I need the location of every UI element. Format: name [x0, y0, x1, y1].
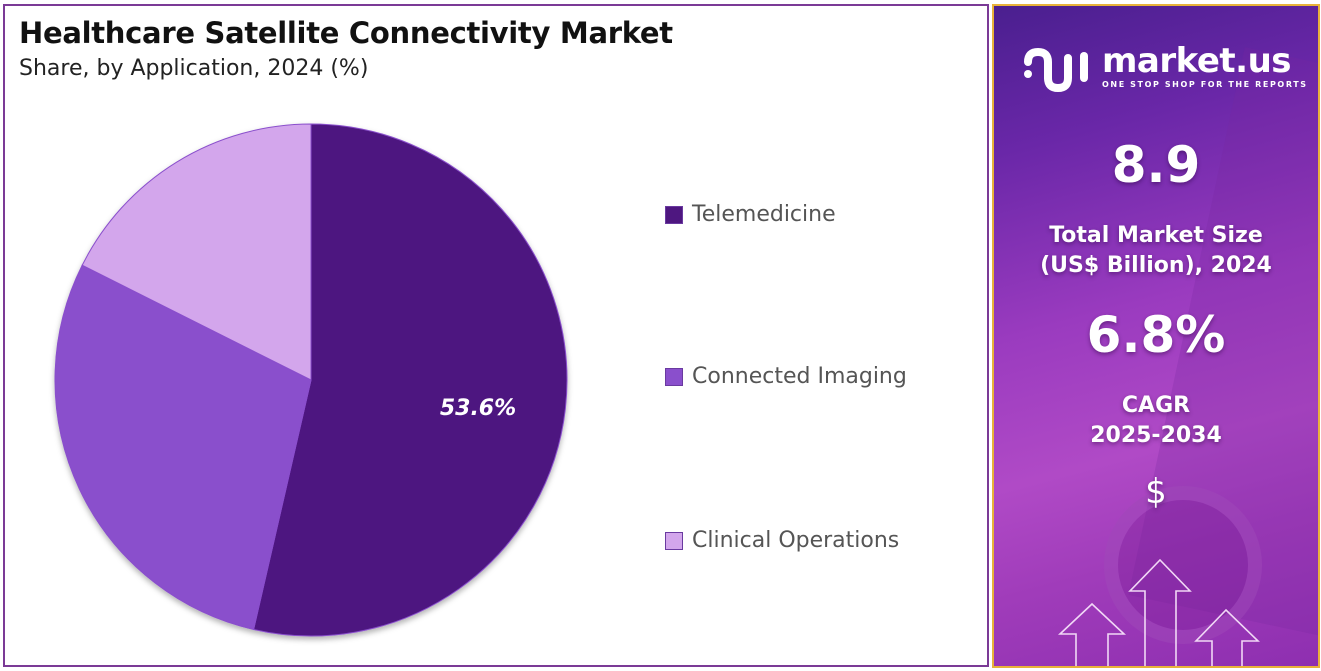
legend-swatch-icon — [665, 531, 683, 550]
market-size-value: 8.9 — [1111, 136, 1201, 194]
growth-arrows-icon — [1057, 558, 1260, 666]
legend-item-connected-imaging: Connected Imaging — [665, 364, 907, 389]
legend-item-telemedicine: Telemedicine — [665, 202, 836, 227]
summary-sidebar: market.us ONE STOP SHOP FOR THE REPORTS … — [992, 4, 1320, 668]
pie-slice-telemedicine — [252, 123, 568, 637]
chart-panel: Healthcare Satellite Connectivity Market… — [3, 4, 989, 667]
slice-value-label: 53.6% — [440, 396, 516, 421]
cagr-label-line1: CAGR — [1121, 393, 1191, 418]
legend-item-clinical-operations: Clinical Operations — [665, 528, 899, 553]
chart-subtitle: Share, by Application, 2024 (%) — [19, 56, 369, 81]
legend-label: Telemedicine — [692, 202, 836, 227]
pie-slice-clinical-operations — [81, 123, 312, 381]
legend-swatch-icon — [665, 367, 683, 386]
brand-name: market.us — [1102, 41, 1292, 81]
pie-chart: 53.6% — [5, 6, 645, 671]
brand-logo: market.us ONE STOP SHOP FOR THE REPORTS — [1022, 44, 1308, 94]
cagr-label-line2: 2025-2034 — [1090, 423, 1222, 448]
dollar-icon: $ — [1145, 472, 1167, 512]
market-size-label-line1: Total Market Size — [1049, 223, 1263, 248]
cagr-value: 6.8% — [1086, 306, 1226, 364]
legend-label: Clinical Operations — [692, 528, 900, 553]
chart-title: Healthcare Satellite Connectivity Market — [19, 16, 673, 50]
legend-label: Connected Imaging — [692, 364, 907, 389]
market-us-logo-icon — [1024, 47, 1088, 93]
legend-swatch-icon — [665, 205, 683, 224]
pie-slice-connected-imaging — [54, 264, 312, 631]
brand-tagline: ONE STOP SHOP FOR THE REPORTS — [1102, 80, 1308, 89]
market-size-label-line2: (US$ Billion), 2024 — [1040, 253, 1272, 278]
